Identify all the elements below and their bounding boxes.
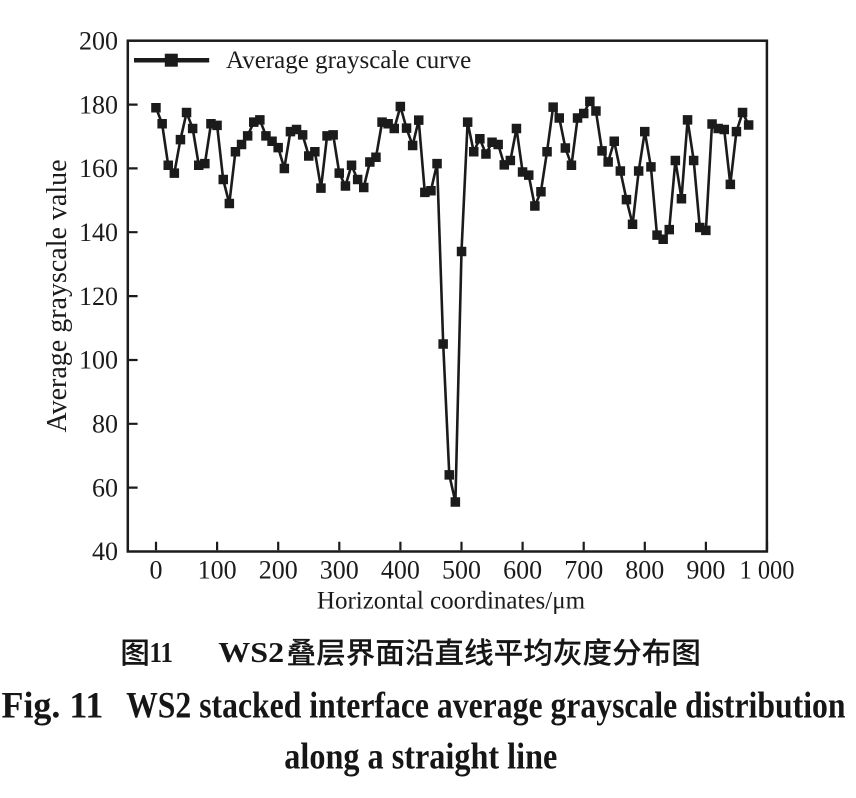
svg-text:Horizontal coordinates/μm: Horizontal coordinates/μm (317, 588, 586, 615)
svg-text:100: 100 (198, 556, 237, 585)
svg-text:Average grayscale value: Average grayscale value (42, 159, 73, 432)
svg-text:120: 120 (79, 282, 118, 311)
svg-text:along a straight line: along a straight line (284, 737, 557, 778)
svg-text:600: 600 (503, 556, 542, 585)
svg-text:900: 900 (686, 556, 725, 585)
svg-text:60: 60 (92, 473, 118, 502)
svg-text:80: 80 (92, 410, 118, 439)
svg-text:400: 400 (381, 556, 420, 585)
svg-text:200: 200 (259, 556, 298, 585)
svg-text:Fig. 11: Fig. 11 (2, 686, 104, 727)
svg-text:WS2: WS2 (218, 637, 284, 669)
svg-text:700: 700 (564, 556, 603, 585)
svg-text:11: 11 (150, 637, 174, 669)
svg-text:Average grayscale curve: Average grayscale curve (226, 47, 471, 74)
svg-text:100: 100 (79, 346, 118, 375)
svg-text:0: 0 (150, 556, 163, 585)
svg-text:200: 200 (79, 26, 118, 55)
svg-text:140: 140 (79, 218, 118, 247)
svg-text:180: 180 (79, 90, 118, 119)
svg-text:800: 800 (625, 556, 664, 585)
svg-text:300: 300 (320, 556, 359, 585)
svg-text:500: 500 (442, 556, 481, 585)
svg-text:160: 160 (79, 154, 118, 183)
svg-text:WS2 stacked interface average: WS2 stacked interface average grayscale … (126, 686, 846, 727)
svg-text:40: 40 (92, 537, 118, 566)
svg-text:1 000: 1 000 (740, 556, 795, 585)
